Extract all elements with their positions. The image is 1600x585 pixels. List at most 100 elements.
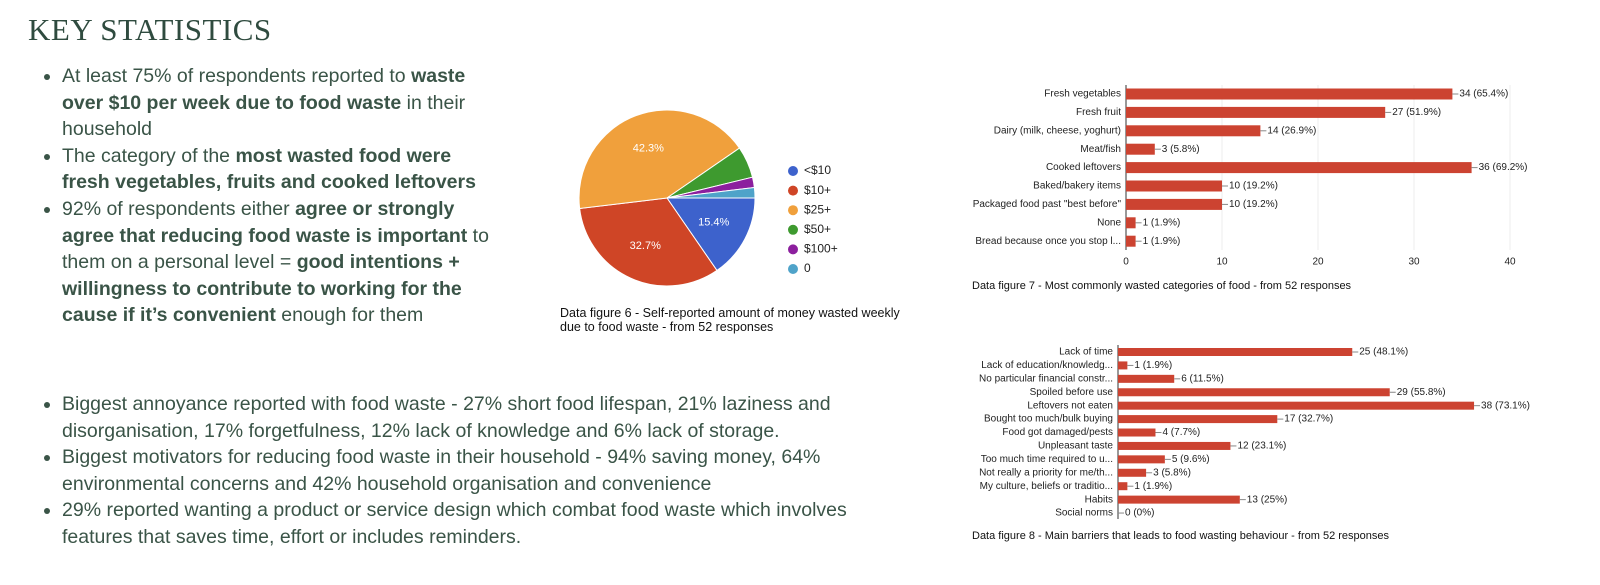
category-label: Dairy (milk, cheese, yoghurt) [994,125,1121,136]
value-label: 1 (1.9%) [1143,236,1181,247]
value-label: 12 (23.1%) [1237,441,1286,452]
bullet-text: to them on a personal level = [62,224,489,274]
bullet-text: most wasted food were fresh vegetables, … [62,144,476,194]
x-tick-label: 40 [1504,257,1516,268]
value-label: 13 (25%) [1247,494,1288,505]
bullet-list: Biggest annoyance reported with food was… [44,391,922,551]
value-label: 6 (11.5%) [1181,373,1224,384]
category-label: No particular financial constr... [979,373,1113,384]
bar [1118,361,1128,370]
legend-swatch [788,264,798,274]
legend-label: $10+ [804,183,831,197]
category-label: Leftovers not eaten [1027,400,1113,411]
legend-swatch [788,185,798,196]
legend-swatch [788,205,798,216]
slice-label: 42.3% [633,143,664,155]
bar [1126,88,1453,100]
value-label: 36 (69.2%) [1479,162,1528,173]
category-label: None [1097,217,1121,228]
bar [1126,143,1155,155]
x-tick-label: 10 [1216,257,1228,268]
bar [1126,125,1261,137]
category-label: Unpleasant taste [1038,441,1113,452]
bullet-text: enough for them [275,304,424,327]
value-label: 1 (1.9%) [1143,217,1181,228]
bullet: At least 75% of respondents reported to … [62,63,502,143]
bullet: Biggest motivators for reducing food was… [62,444,922,497]
pie-slice [579,197,718,287]
category-label: Packaged food past "best before" [973,199,1122,210]
value-label: 10 (19.2%) [1229,199,1278,210]
value-label: 10 (19.2%) [1229,181,1278,192]
category-label: Meat/fish [1080,144,1121,155]
value-label: 27 (51.9%) [1392,107,1441,118]
value-label: 5 (9.6%) [1172,454,1210,465]
bar [1118,388,1390,397]
bullet-text: good intentions + willingness to contrib… [62,251,462,327]
bullet-text: in their household [62,91,466,141]
bar [1118,401,1475,410]
category-label: Social norms [1055,508,1113,519]
value-label: 3 (5.8%) [1153,467,1191,478]
bullet-text: waste over $10 per week due to food wast… [62,65,466,114]
pie-slice [666,197,756,272]
category-label: My culture, beliefs or traditio... [980,481,1113,492]
pie-slice [578,109,741,210]
bar [1126,217,1136,229]
value-label: 34 (65.4%) [1459,89,1508,100]
category-label: Fresh fruit [1076,107,1121,118]
bullet-text: The category of the [62,144,236,167]
bullet-text: Biggest motivators for reducing food was… [62,446,821,495]
bullet-text: 92% of respondents either [62,197,296,220]
category-label: Too much time required to u... [981,454,1113,465]
category-label: Bread because once you stop l... [975,236,1121,247]
legend-label: 0 [804,261,811,275]
legend-label: $50+ [804,222,831,236]
category-label: Bought too much/bulk buying [984,414,1113,425]
category-label: Food got damaged/pests [1002,427,1113,438]
x-tick-label: 30 [1408,257,1420,268]
value-label: 1 (1.9%) [1134,481,1172,492]
value-label: 14 (26.9%) [1267,125,1316,136]
legend-swatch [788,224,798,235]
category-label: Not really a priority for me/th... [979,467,1113,478]
bar [1118,348,1353,356]
value-label: 17 (32.7%) [1284,414,1333,425]
bullet: 29% reported wanting a product or servic… [62,497,922,550]
value-label: 29 (55.8%) [1397,387,1446,398]
legend-swatch [788,166,798,176]
bar [1118,495,1240,504]
legend-label: $25+ [804,202,831,216]
slice-label: 15.4% [698,216,729,228]
caption: Data figure 8 - Main barriers that leads… [972,530,1389,542]
bar [1118,482,1128,491]
x-tick-label: 20 [1312,257,1324,268]
category-label: Fresh vegetables [1044,89,1121,100]
bar [1118,428,1156,437]
value-label: 1 (1.9%) [1134,360,1172,371]
category-label: Lack of time [1059,347,1113,358]
bar [1118,415,1278,424]
bar [1118,441,1231,450]
bullet-text: agree or strongly agree that reducing fo… [62,197,468,247]
bullet: 92% of respondents either agree or stron… [62,196,502,329]
category-label: Spoiled before use [1030,387,1114,398]
value-label: 38 (73.1%) [1481,400,1530,411]
bullet-text: Biggest annoyance reported with food was… [62,393,831,442]
caption: Data figure 6 - Self-reported amount of … [560,306,900,334]
category-label: Habits [1085,494,1113,505]
slice-label: 32.7% [630,240,661,252]
category-label: Baked/bakery items [1033,181,1121,192]
value-label: 25 (48.1%) [1359,347,1408,358]
value-label: 3 (5.8%) [1162,144,1200,155]
x-tick-label: 0 [1123,257,1129,268]
bullet: Biggest annoyance reported with food was… [62,391,922,444]
legend-label: <$10 [804,163,831,177]
bullet: The category of the most wasted food wer… [62,143,502,196]
legend-label: $100+ [804,242,838,256]
bullet-list: At least 75% of respondents reported to … [44,63,502,329]
bar [1126,180,1222,192]
bar [1126,235,1136,247]
